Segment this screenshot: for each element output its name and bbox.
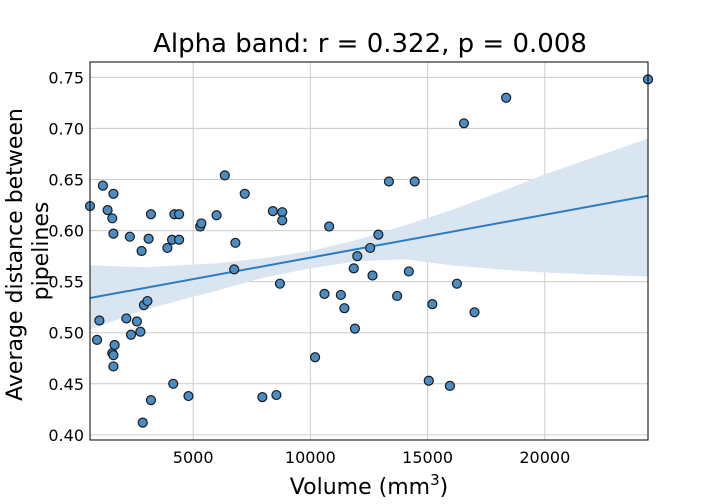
data-point: [108, 350, 119, 361]
data-point: [142, 295, 153, 307]
y-tick-label: 0.55: [48, 273, 84, 292]
data-point: [409, 176, 420, 187]
data-point: [145, 395, 157, 406]
y-axis-label: Average distance between pipelines: [3, 101, 54, 401]
data-point: [324, 221, 335, 232]
data-point: [271, 389, 282, 401]
y-tick-label: 0.45: [48, 375, 84, 394]
data-point: [319, 288, 330, 300]
data-point: [367, 270, 378, 281]
data-point: [392, 290, 403, 302]
data-point: [267, 206, 278, 217]
data-point: [348, 263, 359, 274]
data-point: [239, 188, 250, 199]
data-point: [173, 234, 185, 245]
data-point: [274, 278, 286, 289]
data-point: [335, 289, 346, 301]
data-point: [444, 380, 455, 391]
data-point: [97, 180, 108, 191]
data-point: [309, 352, 321, 363]
data-point: [365, 242, 376, 254]
y-tick-label: 0.50: [48, 324, 84, 343]
data-point: [373, 229, 384, 240]
plot-frame: [89, 61, 649, 441]
data-point: [94, 315, 105, 326]
data-point: [211, 210, 222, 221]
data-point: [121, 313, 132, 324]
data-point: [339, 303, 350, 314]
x-axis-label: Volume (mm3): [290, 471, 448, 500]
data-point: [131, 316, 142, 327]
data-point: [183, 390, 194, 402]
data-point: [125, 329, 137, 340]
data-point: [196, 218, 207, 229]
y-axis-ticks: 0.40 0.45 0.50 0.55 0.60 0.65 0.70 0.75: [48, 68, 84, 445]
x-tick-label: 10000: [285, 448, 336, 467]
data-point: [229, 264, 240, 275]
x-tick-label: 15000: [402, 448, 453, 467]
data-point: [277, 215, 288, 226]
data-point: [469, 307, 480, 318]
data-point: [423, 375, 434, 386]
y-tick-label: 0.75: [48, 68, 84, 87]
data-point: [230, 237, 241, 248]
data-point: [173, 209, 185, 220]
data-point: [91, 334, 103, 345]
data-points: [84, 74, 654, 428]
data-point: [145, 209, 157, 220]
data-point: [108, 228, 119, 239]
data-point: [383, 176, 395, 187]
data-point: [143, 233, 154, 244]
y-tick-label: 0.60: [48, 222, 84, 241]
x-tick-label: 5000: [173, 448, 214, 467]
data-point: [458, 118, 470, 129]
data-point: [501, 92, 512, 103]
data-point: [136, 245, 147, 257]
data-point: [451, 278, 463, 289]
x-tick-label: 20000: [519, 448, 570, 467]
data-point: [135, 326, 146, 337]
data-point: [349, 323, 361, 334]
chart-title: Alpha band: r = 0.322, p = 0.008: [153, 29, 587, 59]
data-point: [162, 242, 173, 254]
data-point: [352, 251, 363, 262]
y-axis-label-line-1: Average distance between: [3, 108, 28, 401]
data-point: [137, 417, 148, 428]
x-axis-label-close: ): [440, 475, 449, 500]
confidence-band-area: [90, 138, 648, 330]
y-tick-label: 0.70: [48, 119, 84, 138]
data-point: [219, 170, 230, 181]
plot-area: [84, 61, 654, 441]
data-point: [403, 266, 414, 277]
confidence-band: [90, 138, 648, 330]
x-axis-label-main: Volume (mm: [290, 475, 430, 500]
data-point: [427, 299, 438, 310]
y-tick-label: 0.65: [48, 170, 84, 189]
data-point: [257, 391, 268, 403]
data-point: [124, 231, 135, 242]
data-point: [108, 361, 119, 372]
x-axis-label-superscript: 3: [430, 471, 440, 489]
data-point: [108, 188, 119, 199]
data-point: [168, 378, 179, 389]
data-point: [102, 205, 113, 216]
y-tick-label: 0.40: [48, 426, 84, 445]
data-point: [109, 339, 120, 351]
x-axis-ticks: 5000 10000 15000 20000: [173, 448, 570, 467]
data-point: [107, 213, 118, 224]
y-axis-label-line-2: pipelines: [29, 202, 54, 301]
